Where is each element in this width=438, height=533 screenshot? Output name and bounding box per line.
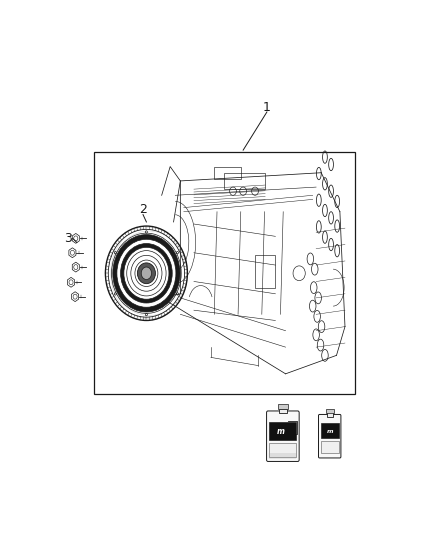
Bar xyxy=(214,167,241,179)
Bar xyxy=(255,255,276,288)
Ellipse shape xyxy=(117,239,176,307)
FancyBboxPatch shape xyxy=(267,411,299,462)
Ellipse shape xyxy=(124,247,169,299)
Bar xyxy=(269,443,297,457)
Bar xyxy=(278,404,288,409)
Bar xyxy=(321,423,339,438)
Ellipse shape xyxy=(113,235,180,312)
Text: m: m xyxy=(276,427,284,437)
Ellipse shape xyxy=(141,267,152,279)
FancyBboxPatch shape xyxy=(318,415,341,458)
Ellipse shape xyxy=(120,244,172,303)
Text: 1: 1 xyxy=(263,101,271,114)
Bar xyxy=(269,422,297,440)
Text: 4: 4 xyxy=(273,411,281,424)
Text: 5: 5 xyxy=(326,411,334,424)
Bar xyxy=(279,409,286,414)
Bar xyxy=(327,413,333,416)
Text: 3: 3 xyxy=(64,232,71,245)
Text: m: m xyxy=(326,429,333,434)
Text: 2: 2 xyxy=(139,203,147,216)
Bar xyxy=(94,152,355,394)
Ellipse shape xyxy=(138,263,155,284)
Bar xyxy=(325,409,334,413)
Bar xyxy=(321,441,339,454)
Bar xyxy=(224,173,265,189)
